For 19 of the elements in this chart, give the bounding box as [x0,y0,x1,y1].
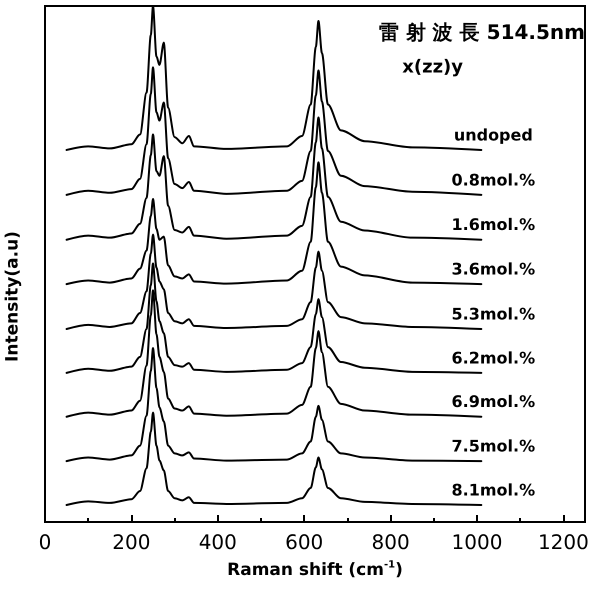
y-axis-title: Intensity(a.u) [2,231,22,362]
series-label: undoped [454,125,533,144]
x-tick-label: 1200 [538,530,589,554]
x-tick-label: 0 [38,530,52,554]
x-tick-label: 600 [285,530,324,554]
series-label: 3.6mol.% [452,260,536,279]
series-label: 8.1mol.% [452,480,536,500]
x-tick-label: 400 [198,530,237,554]
x-tick-label: 1000 [452,530,502,554]
series-label: 6.9mol.% [452,392,536,412]
series-label: 6.2mol.% [452,348,536,368]
series-label: 5.3mol.% [452,304,536,324]
annotation: 雷 射 波 長 514.5nm [378,20,586,44]
x-tick-label: 200 [112,530,150,554]
series-label: 1.6mol.% [452,215,536,234]
series-label: 7.5mol.% [452,436,536,456]
x-tick-label: 800 [372,530,410,554]
series-label: 0.8mol.% [452,170,536,190]
annotation: x(zz)y [402,56,464,78]
